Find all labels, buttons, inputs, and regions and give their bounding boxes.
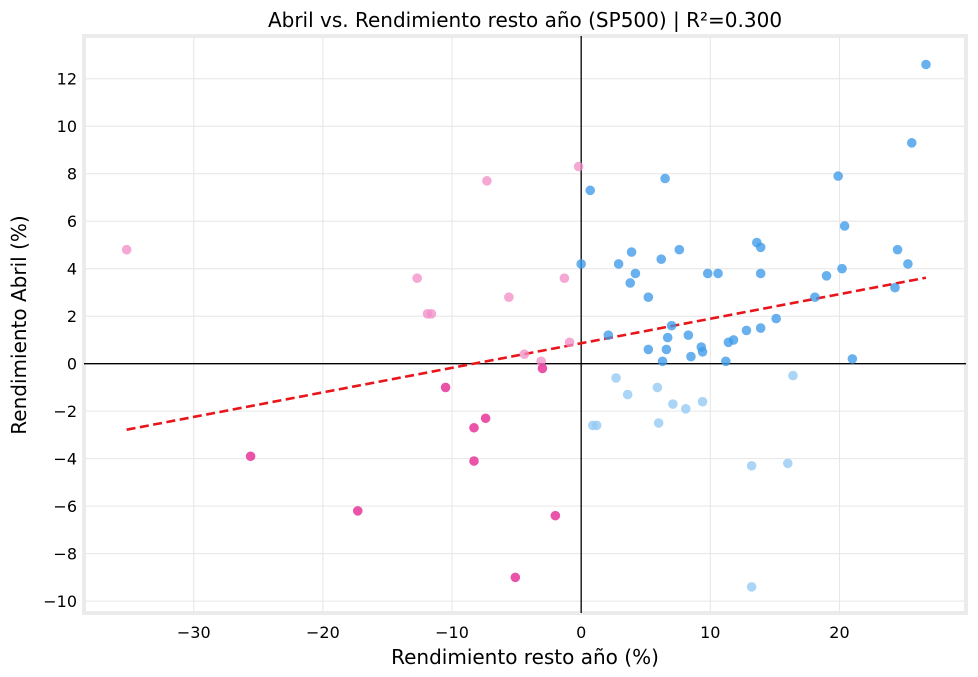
x-tick-label: 20 [829,623,849,642]
y-tick-label: −10 [43,592,77,611]
scatter-point [746,460,757,471]
y-tick-labels: −10 −8 −6 −4 −2 0 2 4 6 8 10 12 [43,70,77,611]
scatter-point [482,176,492,186]
scatter-point [713,268,723,279]
scatter-point [611,373,621,383]
scatter-point [839,221,850,231]
scatter-point [625,278,636,288]
scatter-point [741,325,752,336]
scatter-point [613,259,624,269]
scatter-point [697,396,708,407]
y-tick-label: −8 [53,545,77,564]
scatter-point [504,292,514,302]
x-tick-label: −10 [435,623,469,642]
scatter-point [660,173,670,184]
scatter-point [697,347,708,357]
scatter-point [668,399,678,409]
y-tick-label: 12 [57,70,77,89]
scatter-point [626,247,637,257]
scatter-point [622,389,633,400]
scatter-point [573,161,584,172]
scatter-point [352,506,363,516]
scatter-point [536,356,546,367]
x-tick-label: −20 [306,623,340,642]
scatter-point [587,420,598,431]
scatter-point [821,271,832,281]
scatter-point [550,510,561,521]
scatter-point [585,185,596,196]
scatter-point [121,244,132,255]
scatter-point [755,323,766,333]
scatter-point [480,413,491,424]
scatter-point [890,282,900,293]
scatter-point [833,171,843,181]
scatter-point [576,259,586,269]
y-tick-label: 4 [67,260,77,279]
scatter-point [469,456,479,466]
x-axis-label: Rendimiento resto año (%) [391,645,659,669]
scatter-point [686,351,696,362]
scatter-point [674,244,685,255]
scatter-point [440,382,451,393]
grid [84,36,966,613]
scatter-point [892,244,903,255]
scatter-point [469,422,479,433]
scatter-point [746,582,757,592]
data-points [121,59,931,592]
scatter-point [680,403,691,414]
scatter-point [643,292,654,302]
x-tick-label: 10 [700,623,720,642]
scatter-point [537,363,548,374]
scatter-point [921,59,931,70]
scatter-point [755,268,766,279]
scatter-point [412,273,422,283]
plot-frame [82,34,968,615]
scatter-point [721,356,731,367]
scatter-point [643,344,654,355]
y-tick-label: 2 [67,307,77,326]
scatter-point [810,292,820,302]
scatter-point [245,451,256,462]
y-tick-label: 6 [67,212,77,231]
scatter-point [906,138,917,148]
y-tick-label: 10 [57,117,77,136]
y-tick-label: 8 [67,165,77,184]
scatter-point [603,330,614,340]
scatter-point [510,572,521,583]
x-tick-labels: −30 −20 −10 0 10 20 [177,623,850,642]
scatter-point [702,268,713,279]
scatter-point [630,268,641,279]
y-tick-label: −6 [53,497,77,516]
scatter-point [723,337,734,348]
scatter-point [652,382,663,393]
x-tick-label: 0 [576,623,586,642]
scatter-point [559,273,570,283]
scatter-point [837,263,847,274]
y-tick-label: −4 [53,450,77,469]
scatter-point [683,330,694,340]
chart-title: Abril vs. Rendimiento resto año (SP500) … [268,8,782,32]
y-tick-label: −2 [53,402,77,421]
scatter-point [666,320,677,331]
scatter-point [657,356,668,367]
scatter-point [422,309,433,319]
zero-lines [84,36,966,613]
scatter-point [656,254,667,265]
scatter-point [519,349,530,359]
y-tick-label: 0 [67,355,77,374]
scatter-point [771,313,781,324]
scatter-point [782,458,793,469]
scatter-point [564,337,575,348]
y-axis-label: Rendimiento Abril (%) [7,215,31,434]
scatter-point [788,370,798,381]
scatter-point [661,344,672,355]
x-tick-label: −30 [177,623,211,642]
scatter-point [903,259,913,269]
scatter-point [662,332,673,343]
scatter-point [653,418,664,428]
scatter-point [755,242,766,253]
scatter-point [847,354,858,364]
